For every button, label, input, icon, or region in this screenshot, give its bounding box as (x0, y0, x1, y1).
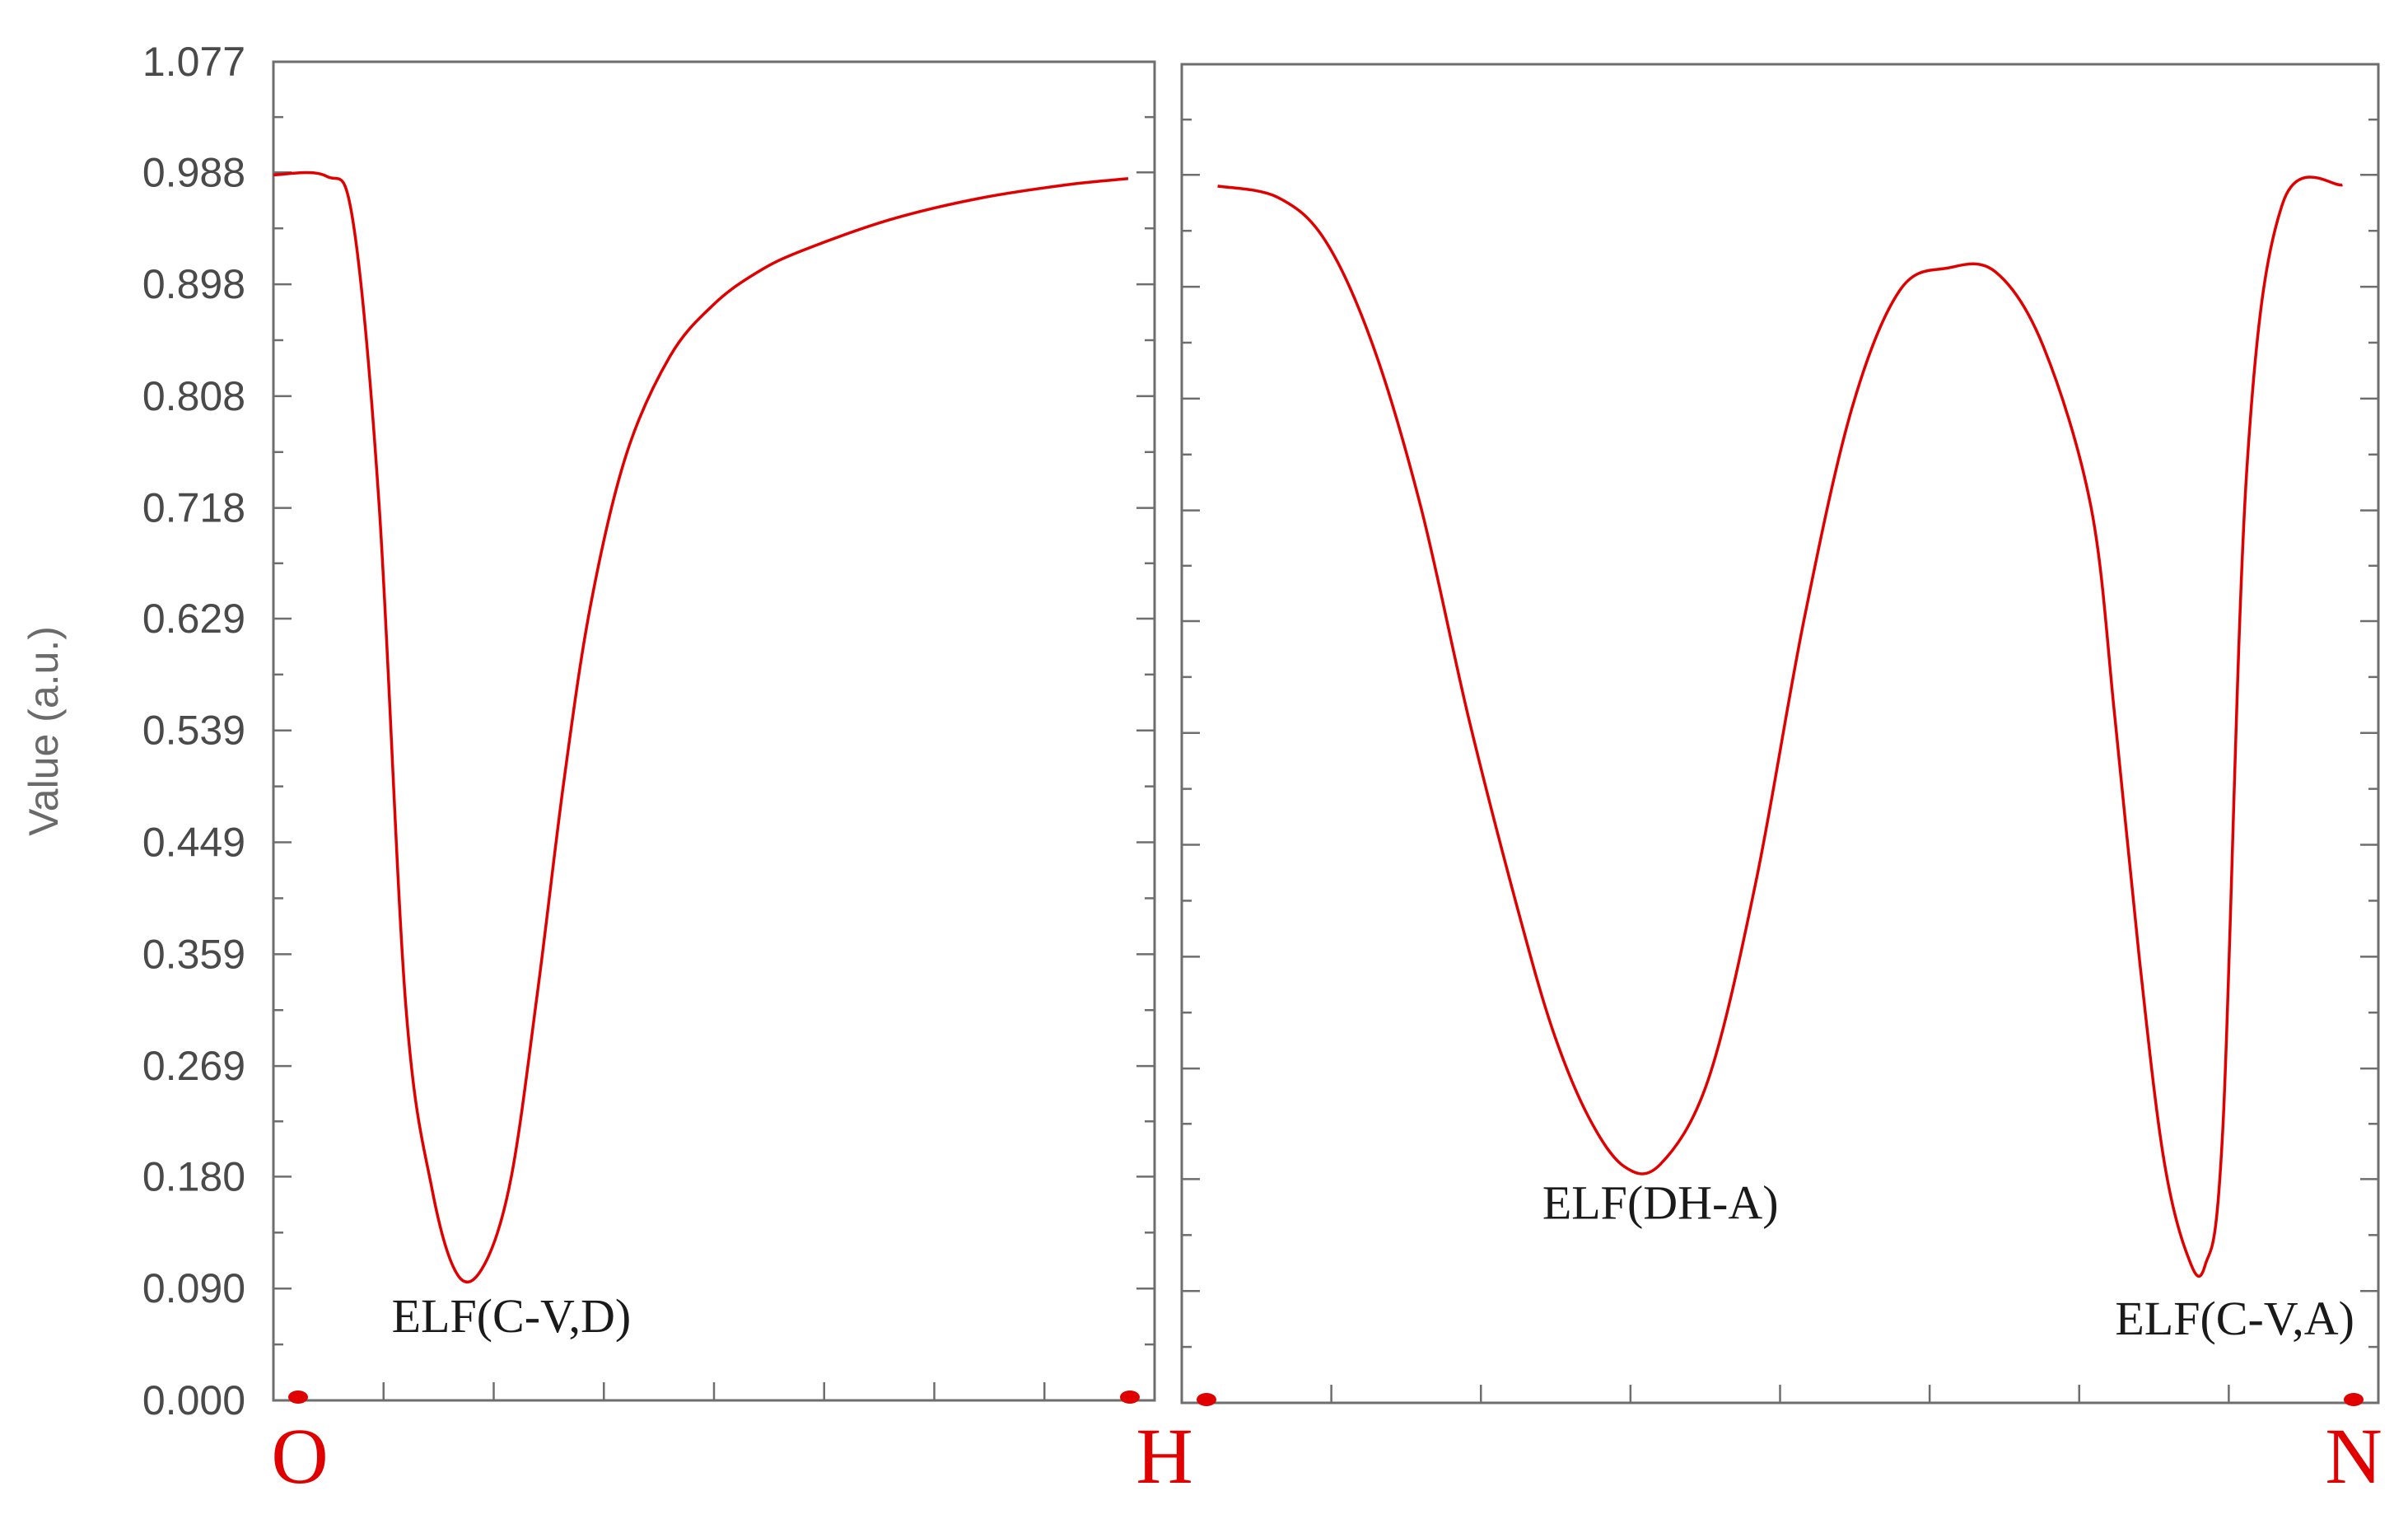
left-atom-dot-end (1120, 1390, 1140, 1404)
right-plot-frame (1180, 63, 2380, 1404)
y-axis-label-group: Value (a.u.) (21, 626, 67, 836)
left-elf-curve (273, 171, 1129, 1284)
ytick-label: 0.269 (142, 1043, 245, 1089)
right-annotation: ELF(C-V,A) (2115, 1292, 2354, 1345)
ytick-label: 1.077 (142, 39, 245, 85)
ytick-label: 0.449 (142, 820, 245, 866)
left-plot-frame (272, 60, 1156, 1402)
right-annotation: ELF(DH-A) (1542, 1176, 1779, 1230)
right-atom-label-end: N (2325, 1412, 2382, 1500)
y-axis-label: Value (a.u.) (21, 626, 67, 836)
ytick-label: 0.359 (142, 931, 245, 977)
right-panel: ELF(DH-A) ELF(C-V,A) N (1180, 63, 2382, 1500)
right-atom-dot-start (1197, 1393, 1216, 1406)
ytick-label: 0.808 (142, 373, 245, 419)
ytick-label: 0.718 (142, 485, 245, 531)
ytick-label: 0.090 (142, 1265, 245, 1311)
right-atom-dot-end (2344, 1393, 2364, 1406)
ytick-label: 0.180 (142, 1153, 245, 1199)
ytick-label: 0.988 (142, 149, 245, 195)
left-panel: ELF(C-V,D) O H 0.000 0.090 0.180 0.269 0.359 0.4… (142, 39, 1193, 1500)
left-atom-dot-start (288, 1390, 308, 1404)
right-elf-curve (1217, 175, 2343, 1278)
left-atom-label-start: O (271, 1412, 328, 1500)
ytick-label: 0.898 (142, 261, 245, 307)
ytick-label: 0.000 (142, 1377, 245, 1423)
left-annotation: ELF(C-V,D) (392, 1289, 632, 1343)
ytick-label: 0.629 (142, 596, 245, 642)
left-atom-label-end: H (1136, 1412, 1192, 1500)
ytick-label: 0.539 (142, 708, 245, 754)
